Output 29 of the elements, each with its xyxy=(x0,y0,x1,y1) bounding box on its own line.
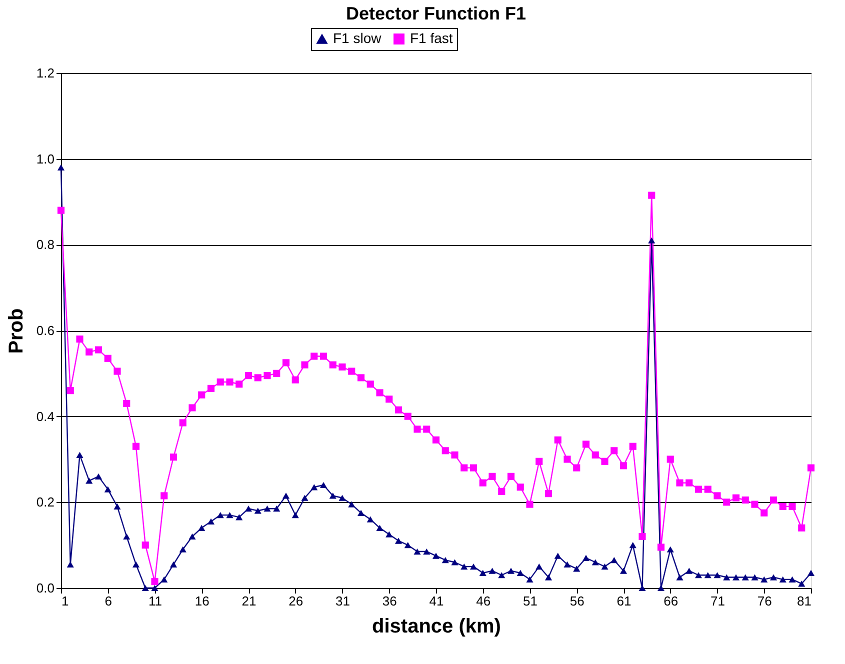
y-tick-label: 0.4 xyxy=(36,408,54,424)
x-tick-label: 16 xyxy=(194,594,210,608)
x-tick-label: 61 xyxy=(616,594,632,608)
x-tick-label: 26 xyxy=(288,594,304,608)
chart-title: Detector Function F1 xyxy=(346,4,526,24)
x-tick-label: 41 xyxy=(429,594,444,608)
x-tick-label: 31 xyxy=(336,594,350,608)
x-tick-label: 76 xyxy=(757,594,772,608)
x-tick-label: 66 xyxy=(664,594,678,608)
x-tick-label: 81 xyxy=(797,594,812,608)
y-tick-label: 0.8 xyxy=(36,237,54,252)
y-tick-label: 1.0 xyxy=(36,151,54,166)
y-tick-label: 0.0 xyxy=(36,580,54,596)
y-axis-title: Prob xyxy=(5,308,28,354)
x-tick-label: 6 xyxy=(104,594,112,608)
legend-label: F1 fast xyxy=(410,30,453,46)
y-tick-label: 0.6 xyxy=(36,323,54,338)
y-tick-label: 1.2 xyxy=(36,66,54,80)
x-tick-label: 21 xyxy=(242,594,256,608)
x-tick-label: 56 xyxy=(570,594,584,608)
x-tick-label: 71 xyxy=(710,594,725,608)
x-tick-label: 1 xyxy=(62,594,69,608)
y-tick-label: 0.2 xyxy=(36,494,54,510)
x-tick-label: 46 xyxy=(476,594,491,608)
legend-label: F1 slow xyxy=(333,30,382,46)
x-tick-label: 11 xyxy=(148,594,162,608)
x-tick-label: 36 xyxy=(382,594,397,608)
x-tick-label: 51 xyxy=(523,594,538,608)
x-axis-title: distance (km) xyxy=(372,616,501,638)
